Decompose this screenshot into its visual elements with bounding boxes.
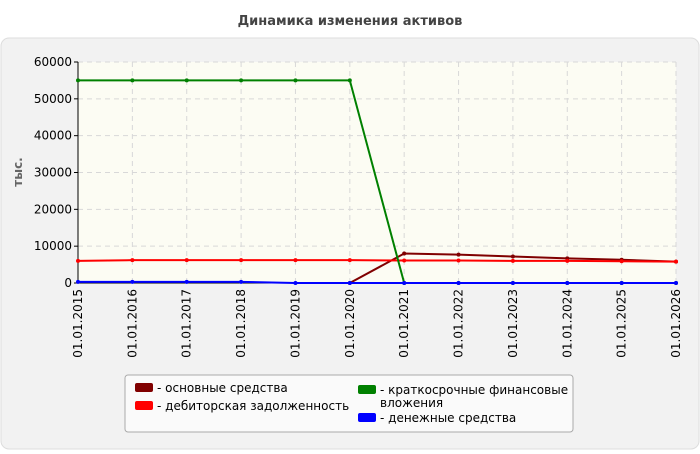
legend-swatch (358, 385, 376, 394)
point (347, 258, 352, 263)
y-tick-label: 60000 (34, 55, 72, 69)
legend-box (124, 374, 574, 433)
point (619, 259, 624, 264)
y-tick-label: 10000 (34, 239, 72, 253)
point (347, 281, 352, 285)
point (76, 279, 80, 284)
x-tick-label: 01.01.2025 (615, 289, 629, 358)
x-tick-label: 01.01.2024 (560, 289, 574, 358)
y-tick-label: 0 (64, 276, 72, 290)
point (456, 281, 461, 285)
x-tick-label: 01.01.2017 (180, 289, 194, 358)
legend-label: - краткосрочные финансовые вложения (380, 383, 568, 410)
point (239, 279, 244, 284)
legend-swatch (135, 401, 153, 410)
point (293, 281, 298, 285)
point (510, 258, 515, 263)
point (184, 258, 189, 263)
x-tick-label: 01.01.2015 (71, 289, 85, 358)
x-tick-label: 01.01.2026 (669, 289, 683, 358)
point (565, 258, 570, 263)
point (130, 78, 135, 83)
point (402, 281, 407, 285)
x-tick-label: 01.01.2023 (506, 289, 520, 358)
point (347, 78, 352, 83)
point (674, 281, 678, 285)
point (565, 281, 570, 285)
legend-swatch (135, 383, 153, 392)
point (184, 78, 189, 83)
point (456, 258, 461, 263)
legend-label: - основные средства (157, 381, 288, 395)
legend-label: - денежные средства (380, 411, 516, 425)
point (293, 258, 298, 263)
x-tick-label: 01.01.2020 (343, 289, 357, 358)
legend-swatch (358, 413, 376, 422)
y-axis-label: тыс. (11, 157, 25, 186)
legend-label: - дебиторская задолженность (157, 399, 349, 413)
x-tick-label: 01.01.2019 (288, 289, 302, 358)
point (239, 258, 244, 263)
y-tick-label: 30000 (34, 166, 72, 180)
x-tick-label: 01.01.2016 (125, 289, 139, 358)
y-tick-label: 50000 (34, 92, 72, 106)
point (239, 78, 244, 83)
x-tick-label: 01.01.2022 (452, 289, 466, 358)
series-line (78, 280, 676, 284)
series-line (77, 259, 677, 263)
x-tick-label: 01.01.2021 (397, 289, 411, 358)
x-tick-label: 01.01.2018 (234, 289, 248, 358)
point (293, 78, 298, 83)
chart-title: Динамика изменения активов (238, 14, 463, 29)
point (130, 279, 135, 284)
point (76, 258, 80, 263)
point (674, 259, 678, 264)
y-tick-label: 20000 (34, 202, 72, 216)
point (402, 258, 407, 263)
y-tick-label: 40000 (34, 129, 72, 143)
point (76, 78, 80, 83)
point (402, 251, 407, 256)
point (619, 281, 624, 285)
point (130, 258, 135, 263)
point (510, 254, 515, 259)
point (510, 281, 515, 285)
point (456, 252, 461, 257)
point (184, 279, 189, 284)
